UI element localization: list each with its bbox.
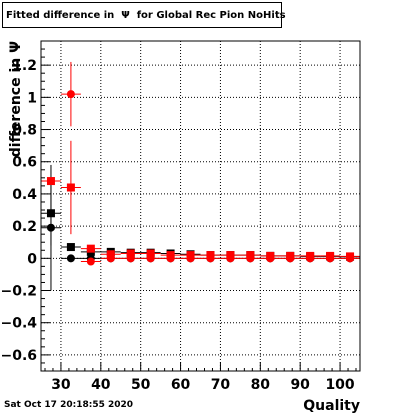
x-tick-label: 50 xyxy=(131,377,151,393)
x-tick-label: 40 xyxy=(91,377,111,393)
x-axis-title: Quality xyxy=(303,398,360,414)
data-point-circle xyxy=(186,254,195,263)
x-tick-label: 90 xyxy=(290,377,310,393)
data-point-square xyxy=(126,249,135,258)
data-point-circle xyxy=(86,257,95,266)
axes: 30 40 50 60 70 80 90 100 −0.6 −0.4 −0.2 0 0.2 0.4 0.6 0… xyxy=(0,48,357,393)
data-point-square xyxy=(66,183,75,192)
series-layer xyxy=(41,61,360,291)
x-tick-label: 80 xyxy=(251,377,271,393)
data-point-circle xyxy=(106,254,115,263)
y-tick-label: 0 xyxy=(27,251,37,267)
data-point-circle xyxy=(126,254,135,263)
data-point-circle xyxy=(166,254,175,263)
x-tick-label: 30 xyxy=(51,377,71,393)
y-tick-label: −0.2 xyxy=(0,284,37,300)
data-point-circle xyxy=(246,254,255,263)
data-point-circle xyxy=(226,254,235,263)
data-point-circle xyxy=(66,254,75,263)
data-point-square xyxy=(106,250,115,259)
data-point-circle xyxy=(146,254,155,263)
y-tick-label: −0.6 xyxy=(0,348,37,364)
data-point-circle xyxy=(66,90,75,99)
y-tick-label: 1 xyxy=(27,90,37,106)
data-point-square xyxy=(146,249,155,258)
y-tick-label: 0.2 xyxy=(12,219,37,235)
data-point-circle xyxy=(266,254,275,263)
y-tick-label: 0.8 xyxy=(12,123,37,139)
x-tick-label: 70 xyxy=(211,377,231,393)
y-tick-label: 1.2 xyxy=(12,58,37,74)
timestamp: Sat Oct 17 20:18:55 2020 xyxy=(4,400,134,410)
plot-title: Fitted difference in Ψ for Global Rec Pi… xyxy=(2,2,286,28)
data-point-circle xyxy=(306,254,315,263)
data-point-circle xyxy=(286,254,295,263)
x-tick-label: 60 xyxy=(171,377,191,393)
grid xyxy=(41,41,360,371)
data-point-circle xyxy=(206,254,215,263)
data-point-square xyxy=(66,243,75,252)
data-point-circle xyxy=(326,254,335,263)
data-point-square xyxy=(46,177,55,186)
y-tick-label: 0.6 xyxy=(12,155,37,171)
y-tick-label: 0.4 xyxy=(12,187,37,203)
x-tick-label: 100 xyxy=(325,377,354,393)
plot-frame xyxy=(40,40,361,372)
data-point-circle xyxy=(46,223,55,232)
y-axis-title: difference in Ψ xyxy=(8,41,24,157)
y-tick-label: −0.4 xyxy=(0,316,37,332)
data-point-square xyxy=(86,244,95,253)
data-point-circle xyxy=(346,254,355,263)
